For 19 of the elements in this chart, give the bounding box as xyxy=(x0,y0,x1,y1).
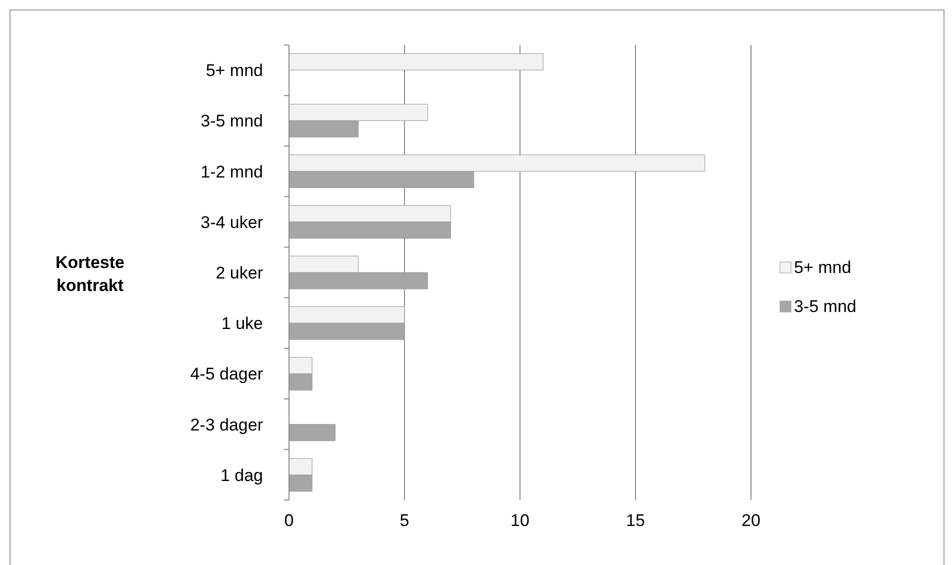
y-tick-label: 3-5 mnd xyxy=(200,112,263,131)
x-tick-label: 0 xyxy=(284,511,294,530)
y-tick-label: 2 uker xyxy=(216,264,264,282)
y-tick-label: 2-3 dager xyxy=(190,415,264,434)
y-tick-label: 1 dag xyxy=(220,466,263,485)
legend-label: 5+ mnd xyxy=(794,258,852,277)
x-tick-label: 10 xyxy=(510,511,530,530)
y-tick-label: 3-4 uker xyxy=(200,212,264,232)
y-tick-label: 1 uke xyxy=(221,314,263,334)
x-tick-label: 15 xyxy=(626,511,645,530)
bar xyxy=(288,424,336,442)
bar xyxy=(288,53,544,70)
x-tick-label: 20 xyxy=(742,511,760,530)
y-tick-label: 1-2 mnd xyxy=(200,162,263,182)
x-tick-label: 5 xyxy=(400,511,410,530)
legend-label: 3-5 mnd xyxy=(794,297,856,316)
y-tick-label: 4-5 dager xyxy=(190,364,264,384)
y-axis-title: Korteste kontrakt xyxy=(56,253,124,295)
y-tick-label: 5+ mnd xyxy=(206,61,263,80)
